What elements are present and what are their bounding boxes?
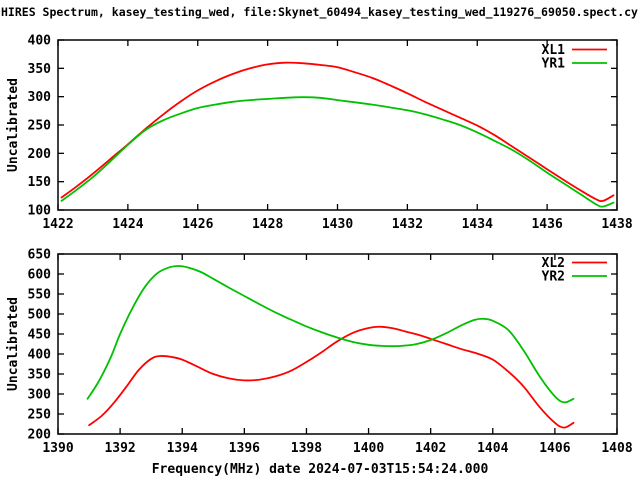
x-tick-label: 1392 bbox=[104, 441, 135, 456]
y-tick-label: 500 bbox=[28, 308, 52, 323]
x-tick-label: 1402 bbox=[415, 441, 446, 456]
plot-2: 1390 1392 1394 1396 1398 1400 1402 1404 1406 1408… bbox=[6, 248, 633, 457]
legend-label-YR2: YR2 bbox=[542, 270, 565, 285]
plot-border bbox=[57, 39, 618, 211]
y-axis-title: Uncalibrated bbox=[6, 78, 21, 172]
y-tick-label: 550 bbox=[28, 288, 52, 303]
y-tick-label: 100 bbox=[28, 204, 52, 219]
y-tick-label: 150 bbox=[28, 175, 52, 190]
series-line-XL2 bbox=[88, 325, 575, 429]
x-tick-label: 1394 bbox=[167, 441, 198, 456]
x-tick-label: 1426 bbox=[182, 217, 213, 232]
x-tick-label: 1422 bbox=[42, 217, 73, 232]
x-tick-label: 1436 bbox=[531, 217, 562, 232]
x-tick-label: 1424 bbox=[112, 217, 143, 232]
series-line-YR1 bbox=[60, 96, 615, 208]
y-tick-label: 250 bbox=[28, 119, 52, 134]
legend-label-YR1: YR1 bbox=[542, 57, 566, 72]
plot-1: 1422 1424 1426 1428 1430 1432 1434 1436 1438 100 1… bbox=[6, 34, 633, 233]
y-tick-label: 350 bbox=[28, 62, 52, 77]
y-axis-title: Uncalibrated bbox=[6, 297, 21, 391]
y-tick-label: 600 bbox=[28, 268, 52, 283]
y-tick-label: 300 bbox=[28, 388, 52, 403]
x-tick-label: 1404 bbox=[477, 441, 508, 456]
x-tick-label: 1400 bbox=[353, 441, 384, 456]
x-tick-label: 1396 bbox=[229, 441, 260, 456]
series-line-YR2 bbox=[86, 265, 575, 404]
x-tick-label: 1432 bbox=[392, 217, 423, 232]
y-tick-label: 200 bbox=[28, 428, 52, 443]
y-tick-label: 250 bbox=[28, 408, 52, 423]
y-tick-label: 200 bbox=[28, 147, 52, 162]
legend-label-XL2: XL2 bbox=[542, 256, 565, 271]
y-tick-label: 400 bbox=[28, 348, 52, 363]
x-tick-label: 1408 bbox=[601, 441, 632, 456]
x-tick-label: 1430 bbox=[322, 217, 353, 232]
legend-label-XL1: XL1 bbox=[542, 43, 566, 58]
x-tick-label: 1434 bbox=[462, 217, 493, 232]
x-axis-label: Frequency(MHz) date 2024-07-03T15:54:24.… bbox=[151, 462, 489, 477]
series-line-XL1 bbox=[60, 61, 615, 203]
y-tick-label: 350 bbox=[28, 368, 52, 383]
y-tick-label: 450 bbox=[28, 328, 52, 343]
y-tick-label: 650 bbox=[28, 248, 52, 263]
y-tick-label: 300 bbox=[28, 90, 52, 105]
x-tick-label: 1390 bbox=[42, 441, 73, 456]
plot-border bbox=[57, 253, 618, 435]
x-tick-label: 1406 bbox=[539, 441, 570, 456]
x-tick-label: 1428 bbox=[252, 217, 283, 232]
plot-title: HIRES Spectrum, kasey_testing_wed, file:… bbox=[1, 5, 638, 19]
x-tick-label: 1398 bbox=[291, 441, 322, 456]
y-tick-label: 400 bbox=[28, 34, 52, 49]
x-tick-label: 1438 bbox=[601, 217, 632, 232]
